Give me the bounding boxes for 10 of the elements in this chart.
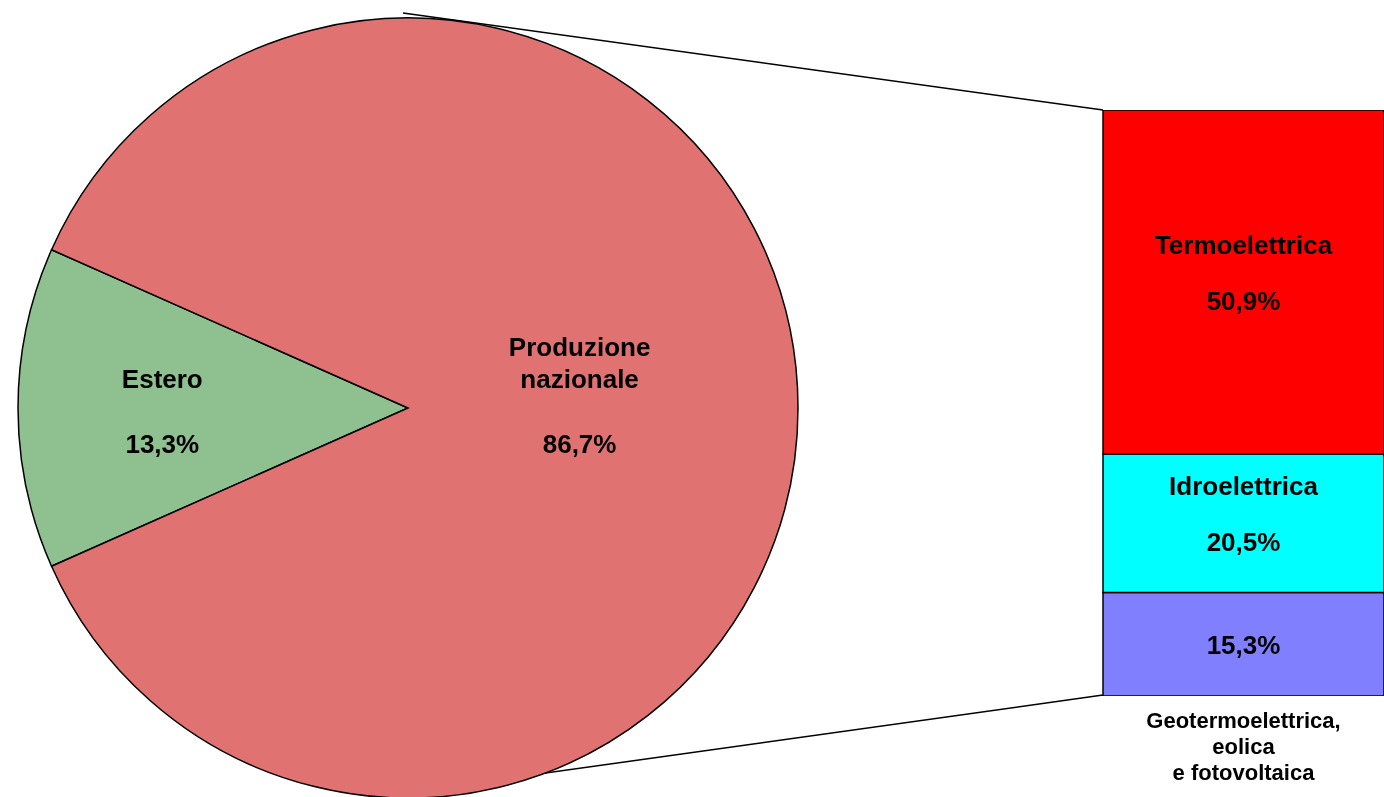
data-label: 20,5% — [1206, 527, 1281, 558]
slice-label: Estero — [121, 364, 203, 394]
data-label: 50,9% — [1206, 286, 1281, 317]
series-label: Geotermoelettrica, eolica e fotovoltaica — [1146, 708, 1341, 785]
data-label: 86,7% — [542, 429, 617, 459]
series-label: Idroelettrica — [1169, 471, 1319, 502]
slice-label: Produzione nazionale — [508, 332, 651, 394]
data-label: 13,3% — [125, 429, 200, 459]
data-label: 15,3% — [1206, 630, 1281, 661]
series-label: Termoelettrica — [1154, 230, 1333, 261]
